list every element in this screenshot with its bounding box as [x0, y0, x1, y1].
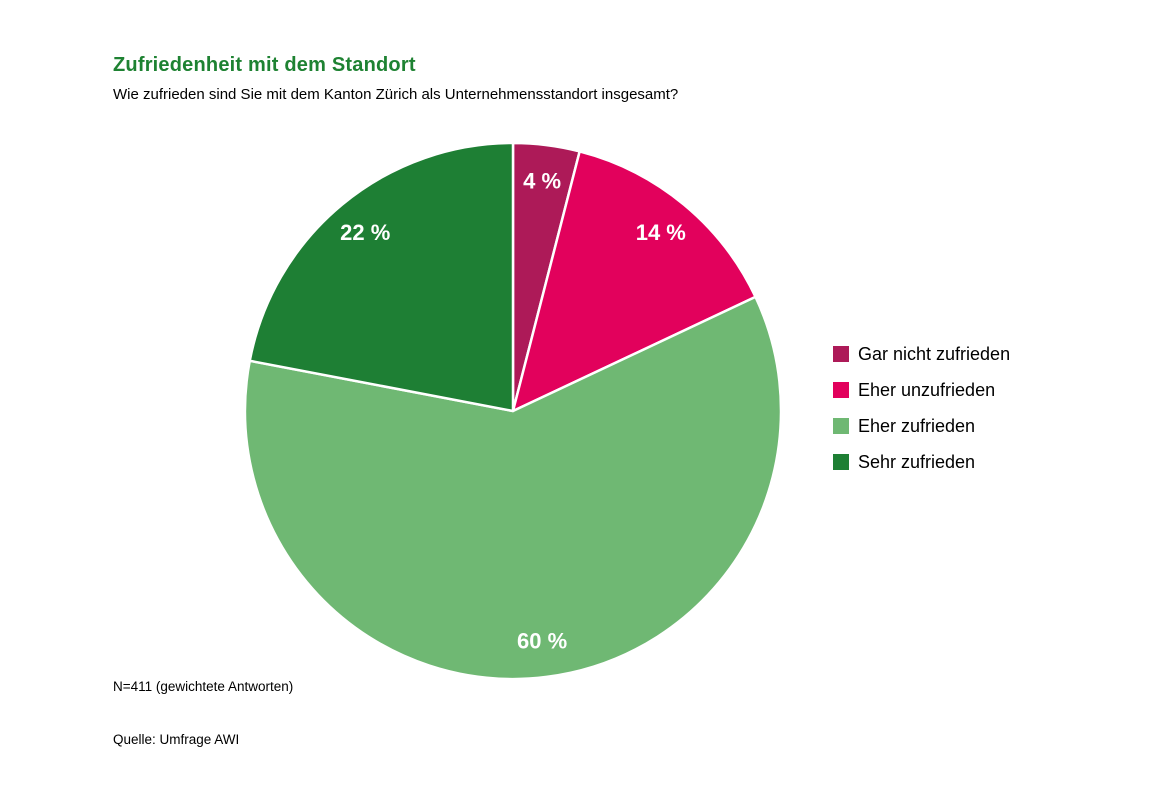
legend-label: Eher unzufrieden	[858, 380, 996, 400]
slice-value-label: 60 %	[517, 629, 567, 654]
legend-swatch-icon	[833, 418, 849, 434]
source-note: Quelle: Umfrage AWI	[113, 732, 240, 747]
legend-label: Eher zufrieden	[858, 416, 976, 436]
legend-label: Sehr zufrieden	[858, 452, 976, 472]
legend-item-3: Sehr zufrieden	[833, 451, 1010, 473]
legend-label: Gar nicht zufrieden	[858, 344, 1011, 364]
pie-chart: 4 % 14 % 60 % 22 %	[243, 141, 783, 681]
legend-swatch-icon	[833, 382, 849, 398]
legend-swatch-icon	[833, 346, 849, 362]
legend-item-2: Eher zufrieden	[833, 415, 1010, 437]
slice-value-label: 22 %	[340, 220, 390, 245]
legend-item-0: Gar nicht zufrieden	[833, 343, 1010, 365]
legend: Gar nicht zufrieden Eher unzufrieden Eher …	[833, 343, 1010, 473]
slice-value-label: 14 %	[636, 220, 686, 245]
pie-slice-3	[248, 141, 515, 413]
sample-size-note: N=411 (gewichtete Antworten)	[113, 679, 294, 694]
pie-slice-1	[511, 150, 757, 413]
legend-swatch-icon	[833, 454, 849, 470]
slice-value-label: 4 %	[523, 169, 561, 194]
legend-item-1: Eher unzufrieden	[833, 379, 1010, 401]
pie-slice-2	[243, 295, 783, 681]
chart-subtitle: Wie zufrieden sind Sie mit dem Kanton Zü…	[113, 86, 679, 103]
page-title: Zufriedenheit mit dem Standort	[113, 54, 416, 76]
